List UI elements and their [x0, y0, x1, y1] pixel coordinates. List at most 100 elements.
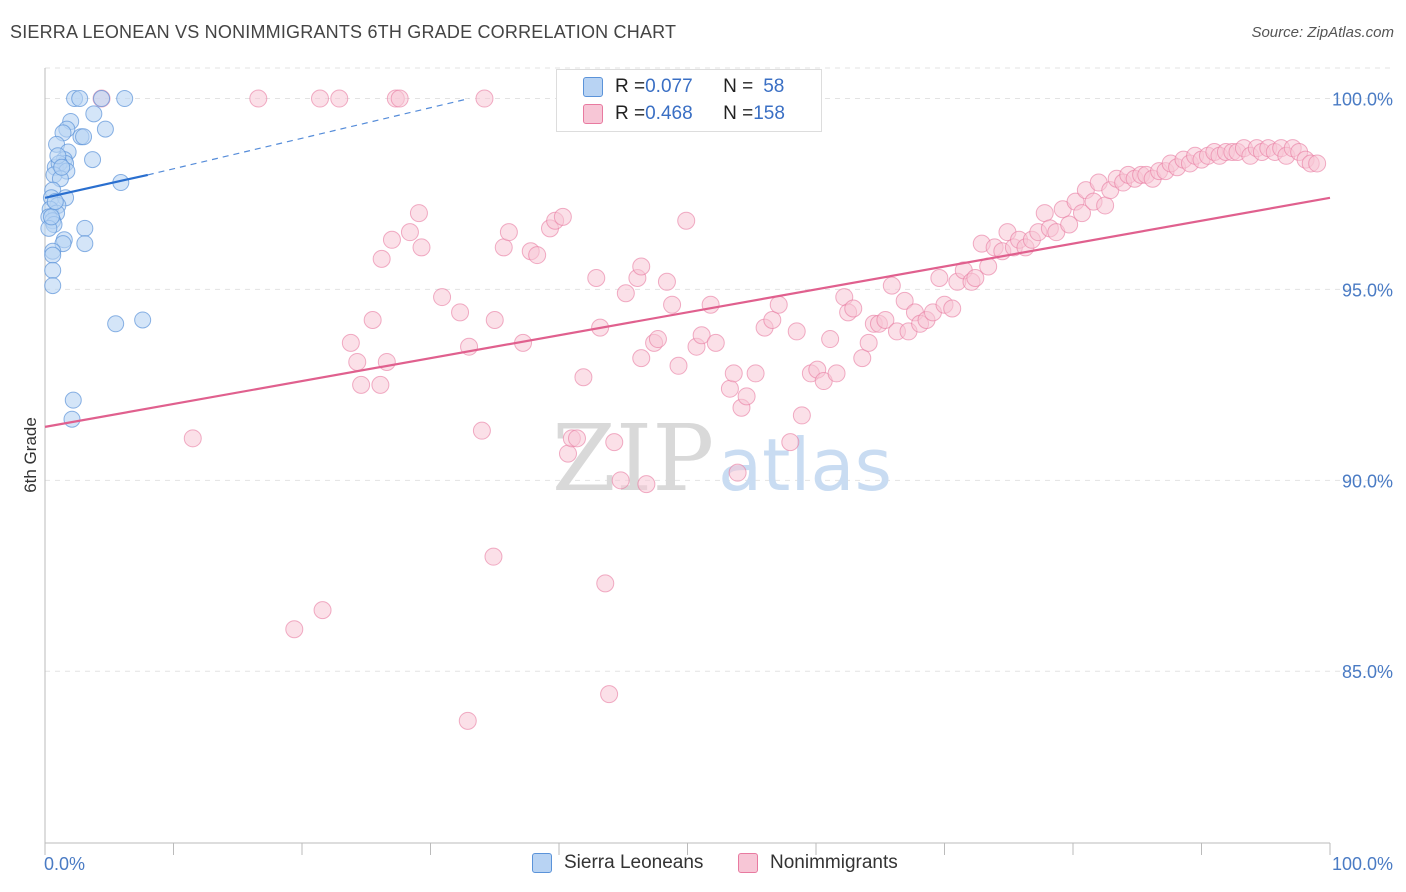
nonimmigrant-point	[1308, 154, 1327, 173]
nonimmigrant-point	[632, 349, 651, 368]
nonimmigrant-point	[409, 204, 428, 223]
nonimmigrant-point	[372, 249, 391, 268]
nonimmigrant-point	[821, 330, 840, 349]
nonimmigrant-point	[692, 326, 711, 345]
sierra-leoneans-points	[40, 90, 152, 428]
nonimmigrant-point	[769, 295, 788, 314]
nonimmigrant-point	[600, 685, 619, 704]
nonimmigrant-point	[930, 268, 949, 287]
legend-r-label: R =	[615, 103, 646, 124]
nonimmigrant-point	[876, 310, 895, 329]
legend-label: Sierra Leoneans	[564, 852, 704, 873]
nonimmigrant-point	[720, 379, 739, 398]
sierra-leonean-point	[63, 410, 81, 428]
nonimmigrant-point	[706, 333, 725, 352]
y-tick-label: 95.0%	[1342, 280, 1393, 300]
nonimmigrant-point	[1096, 196, 1115, 215]
nonimmigrant-point	[587, 268, 606, 287]
nonimmigrant-point	[724, 364, 743, 383]
nonimmigrant-point	[567, 429, 586, 448]
x-tick-min: 0.0%	[44, 854, 85, 874]
sierra-leonean-point	[107, 315, 125, 333]
sierra-leonean-point	[44, 277, 62, 295]
sierra-leonean-point	[93, 90, 111, 108]
nonimmigrant-point	[827, 364, 846, 383]
sierra-leoneans-trend-extension	[147, 97, 470, 176]
nonimmigrant-point	[895, 291, 914, 310]
legend-swatch-pink	[583, 104, 603, 124]
series-legend: Sierra Leoneans Nonimmigrants	[0, 852, 1406, 878]
nonimmigrant-point	[1072, 204, 1091, 223]
nonimmigrant-point	[412, 238, 431, 257]
nonimmigrant-point	[853, 349, 872, 368]
nonimmigrant-point	[966, 268, 985, 287]
sierra-leonean-point	[85, 105, 103, 123]
legend-row-sierra-leoneans: R = 0.077 N = 58	[583, 74, 784, 100]
source-credit: Source: ZipAtlas.com	[1251, 24, 1394, 41]
legend-row-nonimmigrants: R = 0.468 N = 158	[583, 101, 785, 127]
nonimmigrant-point	[183, 429, 202, 448]
stats-legend: R = 0.077 N = 58 R = 0.468 N = 158	[556, 69, 822, 132]
nonimmigrant-point	[781, 433, 800, 452]
legend-swatch-pink	[738, 853, 758, 873]
sierra-leonean-point	[76, 235, 94, 253]
nonimmigrant-point	[485, 310, 504, 329]
nonimmigrant-point	[310, 89, 329, 108]
nonimmigrant-point	[382, 230, 401, 249]
sierra-leoneans-trend-line	[44, 173, 149, 199]
nonimmigrant-point	[637, 475, 656, 494]
sierra-leonean-point	[44, 246, 62, 264]
nonimmigrant-point	[341, 333, 360, 352]
trend-lines	[44, 97, 1331, 428]
nonimmigrant-point	[859, 333, 878, 352]
nonimmigrant-point	[1035, 204, 1054, 223]
watermark-zip: ZIP	[552, 405, 714, 512]
nonimmigrant-point	[746, 364, 765, 383]
nonimmigrant-point	[701, 295, 720, 314]
nonimmigrant-point	[616, 284, 635, 303]
legend-n-label: N =	[723, 103, 754, 124]
nonimmigrant-point	[400, 223, 419, 242]
sierra-leonean-point	[75, 128, 93, 146]
y-tick-labels: 85.0% 90.0% 95.0% 100.0%	[1332, 90, 1393, 683]
nonimmigrant-point	[528, 246, 547, 265]
nonimmigrant-point	[363, 310, 382, 329]
y-tick-label: 100.0%	[1332, 90, 1393, 110]
sierra-leonean-point	[76, 219, 94, 237]
legend-n-value: 158	[753, 103, 785, 124]
legend-label: Nonimmigrants	[770, 852, 898, 873]
x-tick-max: 100.0%	[1332, 854, 1393, 874]
nonimmigrant-point	[494, 238, 513, 257]
nonimmigrant-point	[787, 322, 806, 341]
legend-r-value: 0.077	[645, 76, 693, 97]
watermark-atlas: atlas	[718, 423, 892, 507]
y-tick-label: 85.0%	[1342, 662, 1393, 682]
legend-swatch-blue	[532, 853, 552, 873]
nonimmigrant-point	[451, 303, 470, 322]
nonimmigrant-point	[677, 211, 696, 230]
sierra-leonean-point	[134, 311, 152, 329]
nonimmigrant-point	[657, 272, 676, 291]
nonimmigrant-point	[669, 356, 688, 375]
nonimmigrant-point	[1060, 215, 1079, 234]
nonimmigrant-point	[433, 288, 452, 307]
legend-n-label: N =	[723, 76, 754, 97]
nonimmigrant-point	[558, 444, 577, 463]
sierra-leonean-point	[53, 158, 71, 176]
nonimmigrant-point	[648, 330, 667, 349]
legend-n-value: 58	[763, 76, 785, 97]
nonimmigrant-point	[249, 89, 268, 108]
nonimmigrant-point	[475, 89, 494, 108]
legend-item-nonimmigrants: Nonimmigrants	[738, 852, 898, 874]
nonimmigrant-point	[611, 471, 630, 490]
sierra-leonean-point	[96, 120, 114, 138]
sierra-leonean-point	[84, 151, 102, 169]
nonimmigrant-point	[882, 276, 901, 295]
chart-title: SIERRA LEONEAN VS NONIMMIGRANTS 6TH GRAD…	[10, 22, 677, 42]
nonimmigrant-point	[313, 601, 332, 620]
nonimmigrant-point	[737, 387, 756, 406]
nonimmigrant-point	[792, 406, 811, 425]
sierra-leonean-point	[46, 193, 64, 211]
nonimmigrant-point	[553, 207, 572, 226]
